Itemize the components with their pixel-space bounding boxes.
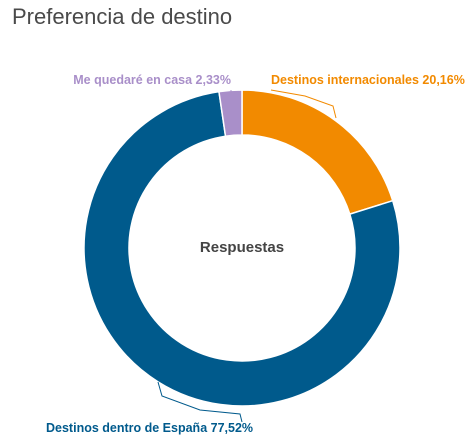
slice-me-quedar-en-casa[interactable]: [218, 89, 243, 138]
slice-destinos-internacionales[interactable]: [241, 89, 394, 216]
chart-title: Preferencia de destino: [12, 4, 233, 29]
leader-line: [270, 89, 337, 119]
center-label: Respuestas: [200, 239, 284, 256]
data-label: Me quedaré en casa 2,33%: [73, 73, 231, 87]
slice-destinos-dentro-de-espa-a[interactable]: [83, 90, 401, 407]
data-label: Destinos internacionales 20,16%: [271, 73, 465, 87]
leader-line: [157, 381, 243, 423]
chart-data-labels: Destinos internacionales 20,16% Destinos …: [46, 73, 465, 435]
chart-slices: [83, 89, 401, 407]
data-label: Destinos dentro de España 77,52%: [46, 421, 253, 435]
